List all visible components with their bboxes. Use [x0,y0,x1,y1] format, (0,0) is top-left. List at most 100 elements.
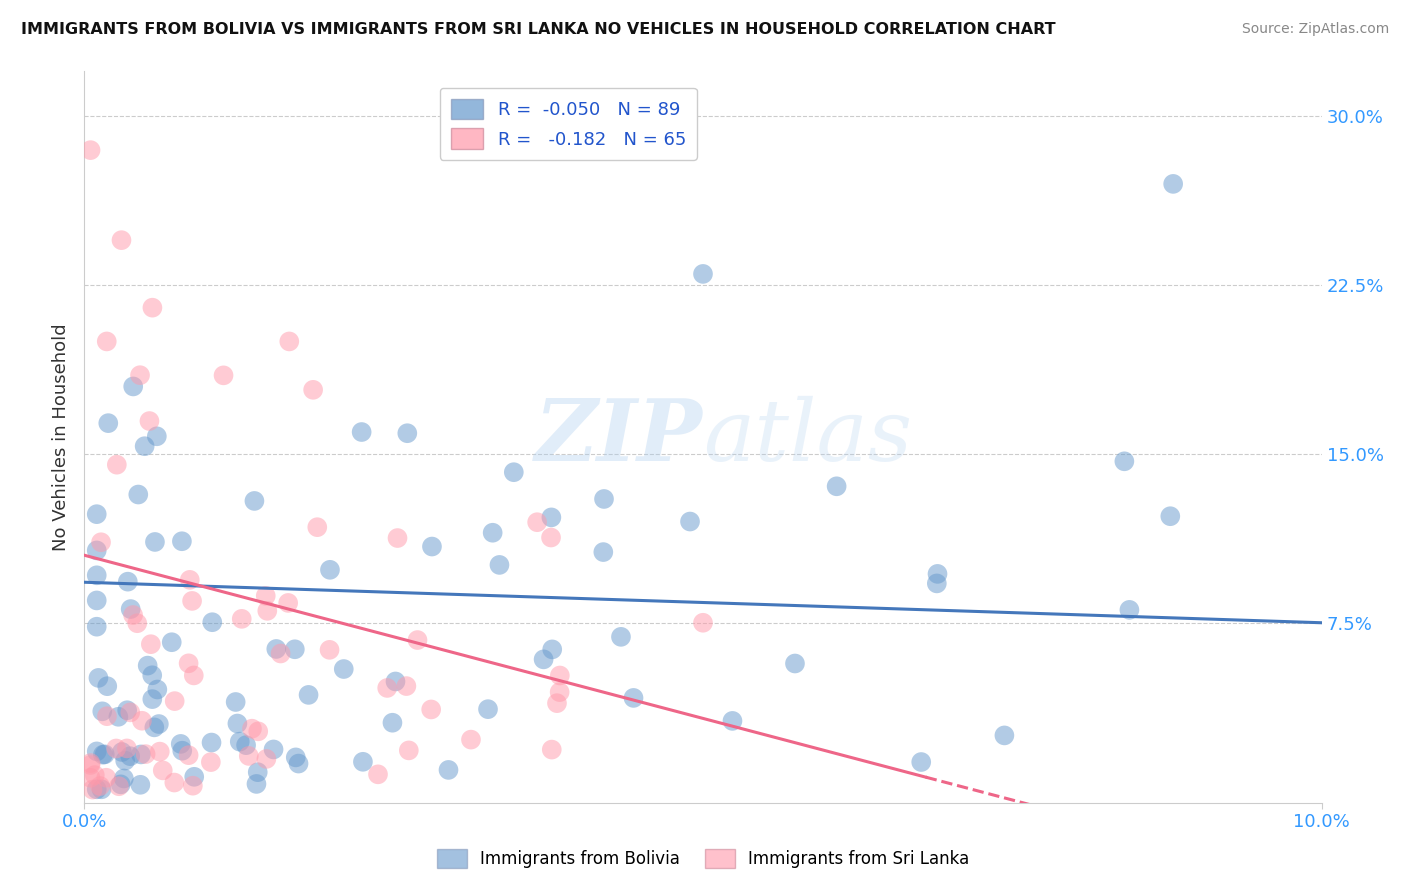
Point [163,775,186,789]
Point [460,732,482,747]
Point [284,642,307,657]
Point [97,416,120,430]
Point [540,742,562,756]
Point [90,535,112,549]
Text: Source: ZipAtlas.com: Source: ZipAtlas.com [1241,22,1389,37]
Point [910,755,932,769]
Point [610,630,633,644]
Point [108,779,131,793]
Point [254,589,277,603]
Point [825,479,848,493]
Point [225,695,247,709]
Point [138,414,160,428]
Point [149,745,172,759]
Point [592,545,614,559]
Point [86,543,108,558]
Point [548,685,571,699]
Point [82,782,104,797]
Legend: Immigrants from Bolivia, Immigrants from Sri Lanka: Immigrants from Bolivia, Immigrants from… [430,842,976,875]
Point [117,574,139,589]
Point [381,715,404,730]
Point [160,635,183,649]
Point [183,668,205,682]
Point [200,755,222,769]
Point [278,334,301,349]
Point [238,748,260,763]
Point [79,758,101,772]
Point [593,491,616,506]
Point [993,728,1015,742]
Point [420,540,443,554]
Point [96,771,118,785]
Point [533,652,555,666]
Point [120,602,142,616]
Point [87,671,110,685]
Point [177,748,200,763]
Point [201,615,224,630]
Point [256,604,278,618]
Point [319,563,342,577]
Point [541,642,564,657]
Point [139,637,162,651]
Point [925,576,948,591]
Point [90,782,112,797]
Point [141,301,163,315]
Point [240,722,263,736]
Point [721,714,744,728]
Point [1159,509,1181,524]
Point [212,368,235,383]
Point [111,745,134,759]
Point [481,525,503,540]
Point [352,755,374,769]
Point [235,738,257,752]
Point [231,612,253,626]
Point [246,765,269,780]
Point [86,593,108,607]
Point [318,642,340,657]
Point [277,596,299,610]
Point [350,425,373,439]
Point [86,620,108,634]
Point [148,717,170,731]
Point [83,768,105,782]
Point [540,510,562,524]
Point [1118,603,1140,617]
Point [122,379,145,393]
Point [127,616,149,631]
Point [86,568,108,582]
Point [243,494,266,508]
Point [177,657,200,671]
Point [170,737,193,751]
Point [129,747,152,762]
Point [181,779,204,793]
Point [129,778,152,792]
Point [384,674,406,689]
Point [420,702,443,716]
Point [107,710,129,724]
Point [307,520,329,534]
Point [110,233,132,247]
Point [692,267,714,281]
Point [79,756,101,770]
Point [229,734,252,748]
Point [143,535,166,549]
Point [94,747,117,762]
Point [1114,454,1136,468]
Point [297,688,319,702]
Point [247,724,270,739]
Point [141,692,163,706]
Point [105,741,128,756]
Point [135,747,157,761]
Point [112,772,135,786]
Point [110,777,132,791]
Point [120,749,142,764]
Point [546,696,568,710]
Point [179,573,201,587]
Point [692,615,714,630]
Point [1161,177,1184,191]
Point [396,426,419,441]
Point [406,633,429,648]
Point [398,743,420,757]
Point [200,735,222,749]
Y-axis label: No Vehicles in Household: No Vehicles in Household [52,323,70,551]
